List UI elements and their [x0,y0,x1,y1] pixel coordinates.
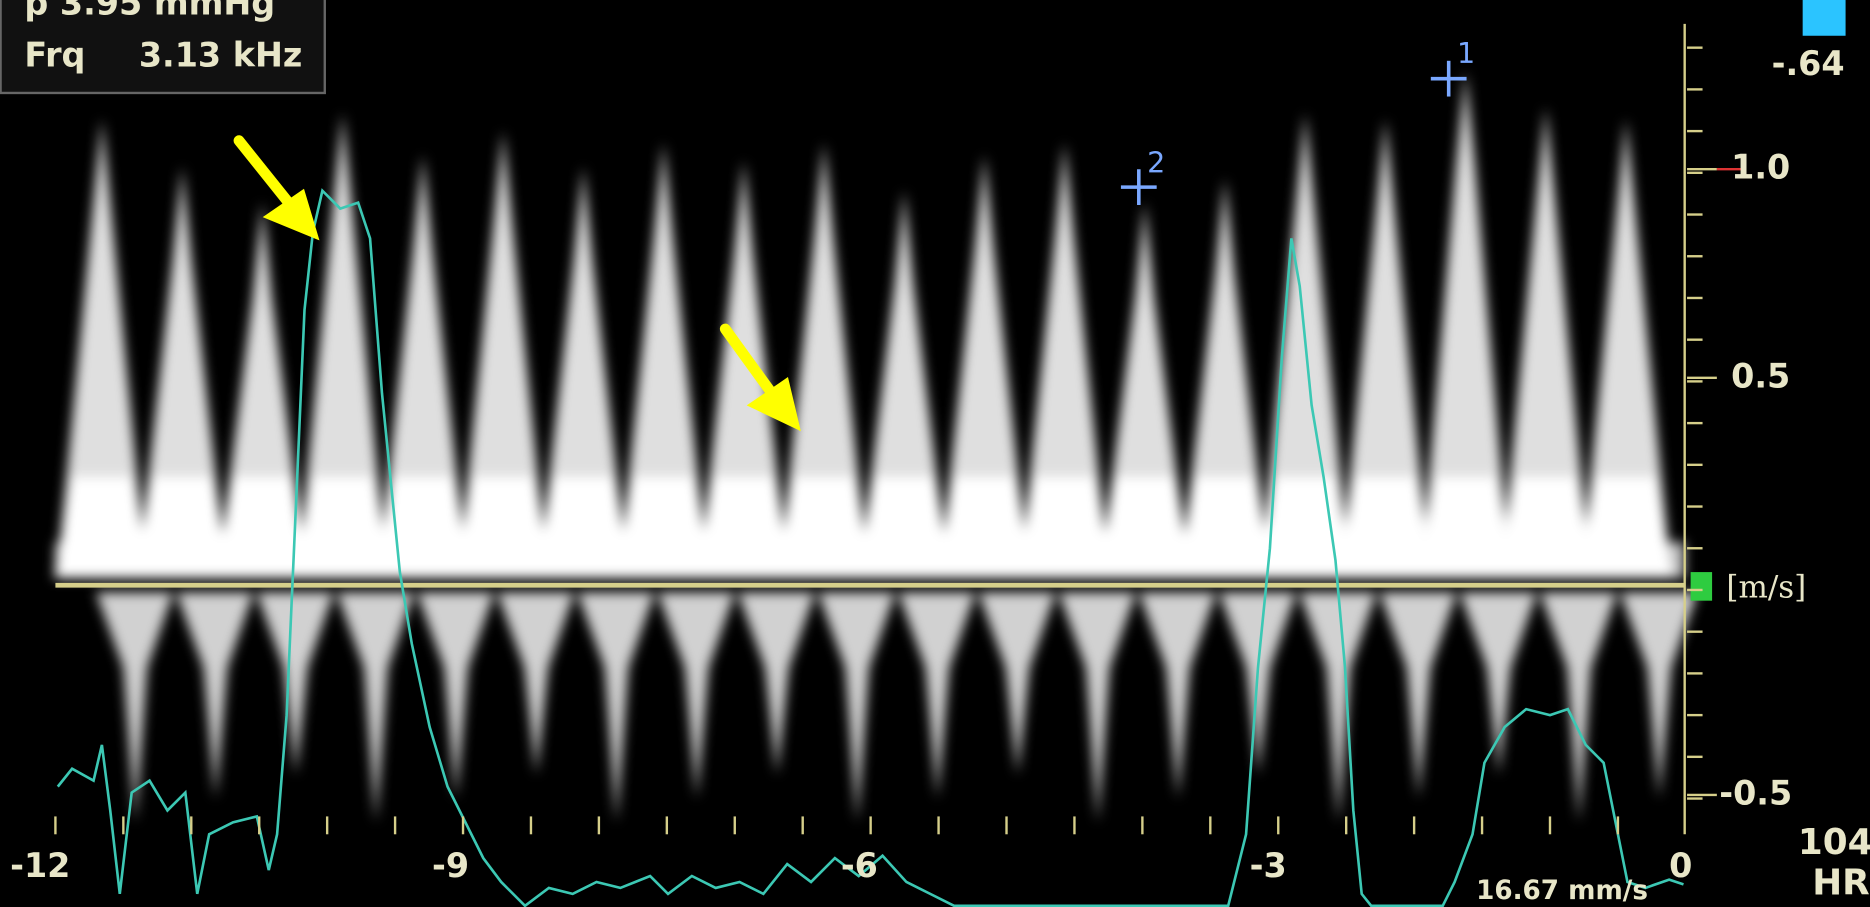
scale-label: 0.5 [1731,356,1790,395]
pressure-readout: p 3.95 mmHg [24,0,275,22]
scale-top: -.64 [1772,44,1845,83]
time-tick-label: -3 [1250,846,1287,885]
time-tick-label: 0 [1669,846,1692,885]
marker-label: 2 [1147,145,1165,179]
sweep-speed: 16.67 mm/s [1476,876,1648,906]
time-tick-label: -9 [432,846,469,885]
page: p 3.95 mmHg Frq 3.13 kHz -.64 1.0 0.5 -0… [0,0,1870,907]
frequency-value: 3.13 kHz [139,36,302,75]
baseline-marker [1691,572,1712,601]
scale-label: 1.0 [1731,148,1790,187]
color-bar [1803,0,1846,36]
scale-label: -0.5 [1719,773,1792,812]
time-tick-label: -12 [10,846,70,885]
frequency-label: Frq [24,36,85,75]
doppler-screen: p 3.95 mmHg Frq 3.13 kHz -.64 1.0 0.5 -0… [0,0,1870,907]
baseline-glow [55,542,1684,578]
marker-label: 1 [1457,36,1475,70]
time-tick-label: -6 [841,846,878,885]
heart-rate-value: 104 [1798,822,1870,863]
unit-label: [m/s] [1726,569,1806,605]
heart-rate-label: HR [1812,862,1869,903]
